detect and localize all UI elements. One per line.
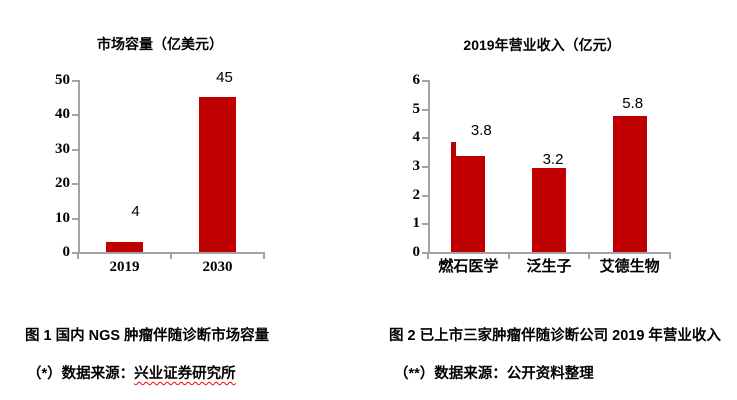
- chart-1-category-label-2019: 2019: [109, 259, 140, 275]
- chart-1-x-tick-2: [263, 252, 265, 259]
- chart-2-value-label-燃石医学: 3.8: [470, 121, 492, 139]
- chart-1-y-tick-label-20: 20: [55, 175, 70, 192]
- chart-1-bar-2030: [199, 97, 236, 252]
- chart-2-y-axis: [428, 80, 430, 254]
- chart-1-y-tick-label-0: 0: [62, 244, 71, 260]
- chart-2-bar-艾德生物: [612, 115, 647, 252]
- chart-2-y-tick-label-3: 3: [412, 158, 421, 174]
- chart-2-y-tick-label-0: 0: [412, 244, 421, 260]
- chart-2-y-tick-5: [422, 108, 428, 111]
- figure-2-caption: 图 2 已上市三家肿瘤伴随诊断公司 2019 年营业收入: [389, 328, 721, 344]
- chart-2-y-tick-2: [422, 194, 428, 197]
- chart-1-y-tick-30: [72, 148, 78, 151]
- chart-2-y-tick-6: [422, 80, 428, 82]
- chart-1-y-tick-label-30: 30: [55, 140, 70, 157]
- chart-2-y-tick-label-2: 2: [412, 186, 421, 203]
- chart-2-category-label-燃石医学: 燃石医学: [438, 259, 499, 275]
- chart-2-bar-泛生子: [532, 168, 566, 252]
- chart-1-y-tick-50: [72, 80, 78, 82]
- chart-2-title: 2019年营业收入（亿元）: [463, 37, 621, 53]
- chart-2-category-label-艾德生物: 艾德生物: [599, 259, 660, 275]
- chart-2-y-tick-label-5: 5: [412, 100, 421, 117]
- chart-2-x-tick-2: [588, 252, 591, 259]
- chart-1-y-tick-20: [72, 183, 78, 186]
- chart-2-y-tick-label-1: 1: [412, 215, 421, 232]
- chart-1-category-label-2030: 2030: [202, 259, 233, 275]
- chart-2-bar-燃石医学: [451, 155, 486, 252]
- figure-2-source-prefix: （**）数据来源：: [394, 366, 507, 382]
- chart-2-y-tick-4: [422, 137, 428, 140]
- chart-2-y-tick-3: [422, 166, 428, 168]
- chart-1-x-tick-1: [170, 252, 172, 259]
- chart-1-y-tick-40: [72, 114, 78, 117]
- chart-2-value-label-艾德生物: 5.8: [622, 94, 644, 112]
- figure-1-source: （*）数据来源：兴业证券研究所: [27, 364, 236, 384]
- chart-1-y-tick-0: [72, 252, 78, 254]
- figure-2-source: （**）数据来源：公开资料整理: [394, 364, 594, 384]
- chart-2-x-axis: [428, 252, 670, 254]
- chart-1-value-label-2030: 45: [216, 69, 233, 87]
- chart-2-category-label-泛生子: 泛生子: [526, 259, 572, 275]
- figure-1-source-prefix: （*）数据来源：: [27, 366, 135, 382]
- chart-2-y-tick-0: [422, 252, 428, 254]
- figure-1-source-name: 兴业证券研究所: [134, 366, 236, 382]
- chart-2-y-tick-label-4: 4: [412, 129, 421, 146]
- chart-2-y-tick-label-6: 6: [412, 72, 421, 88]
- chart-1-bar-2019: [106, 242, 143, 252]
- figure-2-source-name: 公开资料整理: [506, 366, 594, 382]
- chart-2-x-tick-0: [427, 252, 429, 259]
- chart-1-value-label-2019: 4: [131, 203, 140, 221]
- chart-1-y-tick-label-50: 50: [55, 72, 70, 88]
- chart-1-y-tick-label-10: 10: [55, 209, 70, 226]
- chart-2-x-tick-1: [507, 252, 510, 259]
- chart-1-y-tick-label-40: 40: [55, 106, 70, 123]
- chart-1-y-tick-10: [72, 217, 78, 220]
- chart-2-y-tick-1: [422, 223, 428, 226]
- figure-1-caption: 图 1 国内 NGS 肿瘤伴随诊断市场容量: [25, 328, 270, 344]
- chart-1-x-tick-0: [77, 252, 79, 259]
- chart-1-title: 市场容量（亿美元）: [97, 36, 223, 52]
- chart-2-bar-燃石医学-spike: [451, 141, 457, 252]
- chart-2-value-label-泛生子: 3.2: [542, 151, 564, 169]
- chart-1-y-axis: [78, 80, 80, 254]
- chart-2-x-tick-3: [669, 252, 671, 259]
